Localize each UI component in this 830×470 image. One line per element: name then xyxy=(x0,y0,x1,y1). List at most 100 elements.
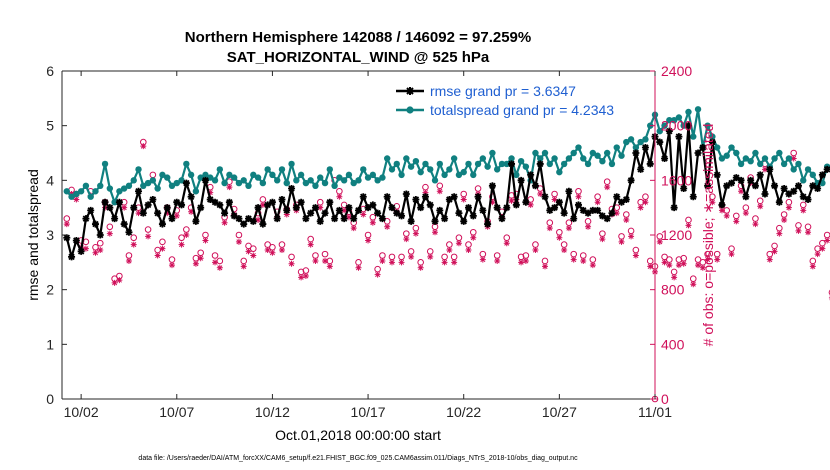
rmse-point xyxy=(216,201,224,209)
obs-assimilated-point xyxy=(384,223,391,230)
obs-assimilated-point xyxy=(73,196,80,203)
rmse-point xyxy=(531,182,539,190)
obs-assimilated-point xyxy=(580,257,587,264)
obs-assimilated-point xyxy=(522,257,529,264)
totalspread-point xyxy=(68,193,75,200)
obs-assimilated-point xyxy=(742,210,749,217)
rmse-point xyxy=(96,231,104,239)
obs-assimilated-point xyxy=(728,251,735,258)
totalspread-point xyxy=(87,193,94,200)
obs-assimilated-point xyxy=(532,247,539,254)
rmse-point xyxy=(359,193,367,201)
rmse-point xyxy=(283,206,291,214)
totalspread-point xyxy=(795,160,802,168)
totalspread-point xyxy=(556,168,563,176)
rmse-point xyxy=(780,185,788,193)
totalspread-point xyxy=(393,160,400,168)
rmse-point xyxy=(82,215,90,223)
rmse-point xyxy=(517,176,525,184)
obs-assimilated-point xyxy=(312,257,319,264)
x-tick-label: 11/01 xyxy=(638,404,672,420)
rmse-point xyxy=(603,215,611,223)
obs-assimilated-point xyxy=(776,230,783,237)
totalspread-point xyxy=(742,155,750,162)
rmse-point xyxy=(684,122,692,130)
obs-assimilated-point xyxy=(188,208,195,215)
obs-assimilated-point xyxy=(623,216,630,223)
obs-assimilated-point xyxy=(125,257,132,264)
totalspread-point xyxy=(685,108,692,116)
totalspread-point xyxy=(666,117,673,124)
obs-possible-point xyxy=(130,234,138,242)
obs-possible-point xyxy=(288,253,295,261)
totalspread-point xyxy=(608,160,616,168)
totalspread-point xyxy=(293,177,300,184)
obs-assimilated-point xyxy=(489,199,496,206)
totalspread-point xyxy=(388,166,396,173)
totalspread-point xyxy=(479,155,487,162)
rmse-point xyxy=(125,228,133,236)
rmse-point xyxy=(72,236,80,244)
rmse-point xyxy=(182,179,190,187)
rmse-point xyxy=(245,215,253,223)
x-tick-label: 10/27 xyxy=(542,404,577,420)
obs-assimilated-point xyxy=(436,188,443,195)
totalspread-point xyxy=(450,155,458,162)
rmse-point xyxy=(249,217,257,225)
totalspread-point xyxy=(757,160,764,168)
rmse-point xyxy=(192,217,200,225)
rmse-point xyxy=(713,171,721,179)
totalspread-point xyxy=(517,158,525,165)
obs-assimilated-point xyxy=(785,204,792,211)
x-axis: 10/02 10/07 10/12 10/17 10/22 10/27 11/01 xyxy=(64,71,672,420)
rmse-point xyxy=(259,220,267,228)
rmse-point xyxy=(278,195,286,203)
totalspread-point xyxy=(379,174,386,181)
obs-possible-point xyxy=(235,231,243,239)
rmse-point xyxy=(445,195,453,203)
obs-possible-point xyxy=(144,226,152,233)
obs-possible-point xyxy=(211,252,219,259)
totalspread-point xyxy=(278,166,286,173)
rmse-point xyxy=(398,212,406,220)
totalspread-point xyxy=(800,177,807,184)
totalspread-point xyxy=(144,179,152,187)
y-axis-left-label: rmse and totalspread xyxy=(25,169,41,301)
obs-assimilated-point xyxy=(465,247,472,254)
obs-assimilated-point xyxy=(604,184,611,191)
rmse-point xyxy=(708,138,716,146)
obs-assimilated-point xyxy=(656,238,663,245)
totalspread-point xyxy=(690,133,697,140)
totalspread-point xyxy=(493,166,501,173)
rmse-point xyxy=(345,204,353,212)
obs-assimilated-point xyxy=(647,263,654,270)
rmse-point xyxy=(474,193,482,201)
totalspread-point xyxy=(589,149,597,157)
rmse-point xyxy=(737,176,745,184)
totalspread-point xyxy=(560,160,568,168)
y-axis-right: 0 400 800 1200 1600 2000 2400 xyxy=(650,63,692,407)
totalspread-point xyxy=(154,185,161,192)
totalspread-point xyxy=(522,163,530,170)
rmse-point xyxy=(761,190,769,198)
totalspread-point xyxy=(317,174,324,181)
obs-assimilated-point xyxy=(106,230,113,237)
obs-possible-point xyxy=(96,239,104,247)
obs-assimilated-point xyxy=(427,253,434,260)
obs-assimilated-point xyxy=(216,264,223,271)
obs-assimilated-point xyxy=(116,277,123,284)
obs-assimilated-point xyxy=(168,262,175,269)
plot-area xyxy=(62,71,655,399)
y-right-tick-label: 1600 xyxy=(661,172,692,188)
obs-assimilated-point xyxy=(341,207,348,214)
rmse-point xyxy=(747,176,755,184)
rmse-point xyxy=(814,185,822,193)
obs-assimilated-point xyxy=(212,259,219,266)
totalspread-point xyxy=(159,171,166,179)
obs-assimilated-point xyxy=(537,191,544,197)
rmse-point xyxy=(646,160,654,168)
rmse-point xyxy=(225,198,233,206)
obs-assimilated-point xyxy=(92,249,99,256)
totalspread-point xyxy=(580,155,587,162)
totalspread-point xyxy=(369,171,377,179)
